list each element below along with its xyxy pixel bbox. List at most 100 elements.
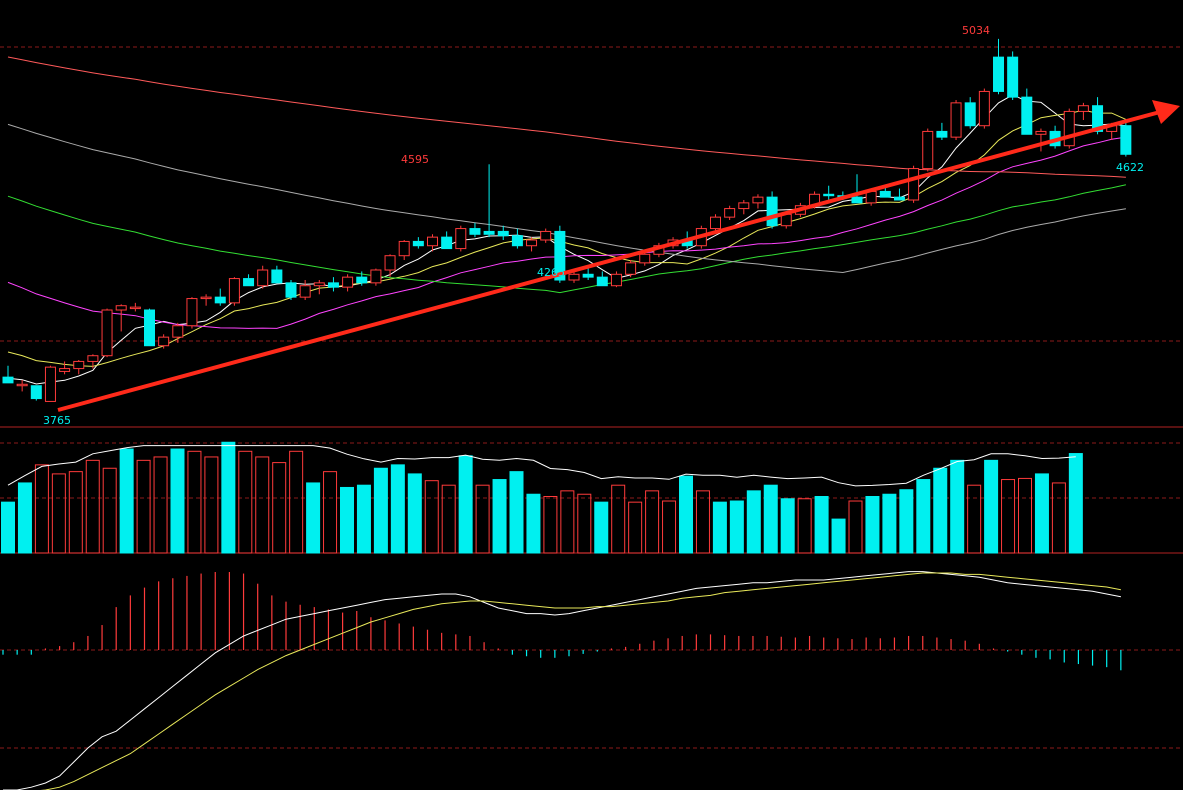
trendline-arrowhead [1152, 100, 1180, 124]
candle [526, 237, 538, 252]
candle [893, 188, 905, 201]
candle-body [610, 273, 622, 287]
volume-bar [1, 501, 15, 554]
price-annotations: 3765 4595 4265 5034 4622 [43, 24, 1144, 427]
candle-body [172, 325, 184, 338]
volume-bar [238, 450, 253, 554]
candle-body [186, 298, 198, 327]
candle-body [554, 230, 566, 281]
candle-body [1120, 125, 1132, 155]
candle [1063, 108, 1075, 149]
candle [483, 164, 495, 238]
candle-body [412, 240, 424, 247]
candle [228, 277, 240, 306]
candle-body [87, 355, 99, 362]
candle [724, 205, 736, 220]
candle [922, 128, 934, 172]
volume-bar [679, 475, 693, 554]
candle-body [710, 216, 721, 230]
candle-body [228, 278, 240, 304]
candle-body [893, 196, 905, 201]
volume-bar [695, 490, 710, 554]
candle [596, 271, 608, 287]
candle [950, 100, 962, 140]
candle-body [1063, 110, 1075, 147]
volume-bar [848, 500, 863, 554]
candle-body [398, 240, 410, 257]
volume-bar [1018, 477, 1032, 554]
candle [214, 288, 226, 306]
volume-bar [306, 482, 321, 554]
candle [356, 271, 368, 286]
volume-bar [373, 467, 388, 554]
volume-bar [899, 489, 914, 554]
volume-bar [119, 448, 134, 554]
candle-body [101, 309, 113, 357]
candle [738, 200, 750, 215]
candle-body [766, 196, 778, 227]
volume-bar [390, 464, 405, 554]
candle-body [271, 269, 283, 284]
candle [851, 174, 863, 204]
volume-bar [628, 501, 643, 554]
candle-body [313, 282, 325, 287]
candle-body [936, 130, 948, 138]
candle-body [639, 253, 651, 264]
candle [908, 165, 920, 203]
candle [271, 265, 283, 284]
volume-bar [882, 493, 897, 554]
volume-panel [1, 441, 1083, 554]
candle-body [1007, 56, 1019, 98]
candle [1007, 51, 1019, 100]
candle [1077, 102, 1089, 120]
candle [172, 322, 184, 343]
volume-bar [950, 459, 965, 554]
macd-dif-line [3, 571, 1121, 790]
volume-bar [289, 450, 304, 554]
volume-bar [509, 471, 524, 554]
candle [285, 280, 297, 300]
volume-bar [272, 462, 287, 554]
candle-body [115, 305, 127, 311]
volume-bar [780, 498, 795, 554]
volume-bar [68, 471, 83, 554]
candle-body [469, 228, 481, 235]
candle [1120, 122, 1132, 157]
volume-bar [746, 490, 761, 554]
candle [427, 234, 438, 252]
candle [964, 97, 976, 129]
volume-bar [255, 456, 270, 554]
candle-body [16, 383, 28, 387]
volume-bar [204, 456, 219, 554]
candle [978, 88, 990, 129]
volume-bar [577, 493, 592, 554]
candle-body [526, 239, 538, 247]
candle [59, 361, 71, 375]
candle-body [59, 368, 71, 372]
volume-bar [187, 450, 202, 554]
volume-bar [984, 459, 999, 554]
volume-bar [323, 471, 338, 554]
volume-bar [492, 479, 507, 554]
candle-body [384, 255, 396, 271]
candle-body [73, 360, 85, 370]
candle-body [879, 190, 891, 198]
candle-body [1092, 105, 1104, 132]
candle-body [724, 208, 736, 218]
candle [455, 225, 467, 252]
volume-bar [1068, 453, 1083, 554]
volume-average-line [7, 445, 1076, 487]
candle [16, 380, 28, 392]
candle-body [214, 296, 226, 304]
candle [129, 302, 141, 312]
candle [257, 265, 269, 289]
macd-dea-line [40, 572, 1121, 790]
candle-body [44, 366, 56, 402]
candle [993, 38, 1004, 95]
volume-bar [594, 501, 609, 554]
candle [639, 251, 651, 266]
candle [342, 274, 354, 292]
candle [87, 354, 99, 369]
candle-body [30, 385, 42, 400]
label-swing-high: 4595 [401, 153, 429, 166]
